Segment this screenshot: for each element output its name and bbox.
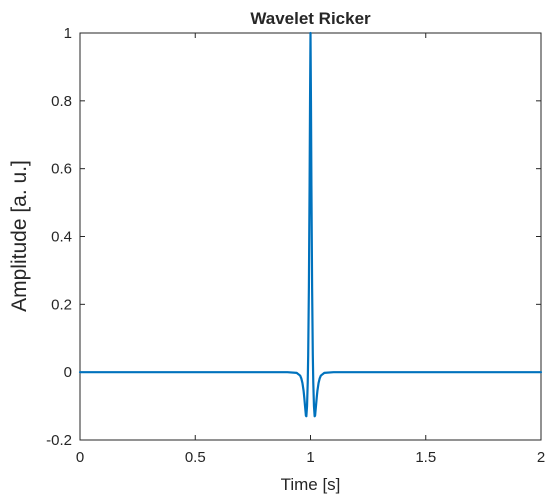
x-tick-label: 2 <box>537 449 545 466</box>
y-axis-label: Amplitude [a. u.] <box>8 160 31 312</box>
y-tick-label: 1 <box>64 25 72 42</box>
y-tick-label: -0.2 <box>46 432 72 449</box>
series-layer <box>78 31 543 418</box>
y-tick-label: 0.8 <box>51 93 72 110</box>
chart-title: Wavelet Ricker <box>250 9 371 28</box>
y-tick-label: 0.4 <box>51 229 72 246</box>
y-tick-label: 0 <box>64 364 72 381</box>
y-tick-label: 0.2 <box>51 296 72 313</box>
x-tick-label: 1 <box>306 449 314 466</box>
x-tick-label: 0.5 <box>185 449 206 466</box>
x-tick-label: 1.5 <box>415 449 436 466</box>
x-tick-label: 0 <box>76 449 84 466</box>
x-axis-label: Time [s] <box>281 475 341 494</box>
series-line <box>78 31 543 418</box>
y-tick-label: 0.6 <box>51 161 72 178</box>
x-axis-ticks: 0 0.5 1 1.5 2 <box>76 33 545 466</box>
